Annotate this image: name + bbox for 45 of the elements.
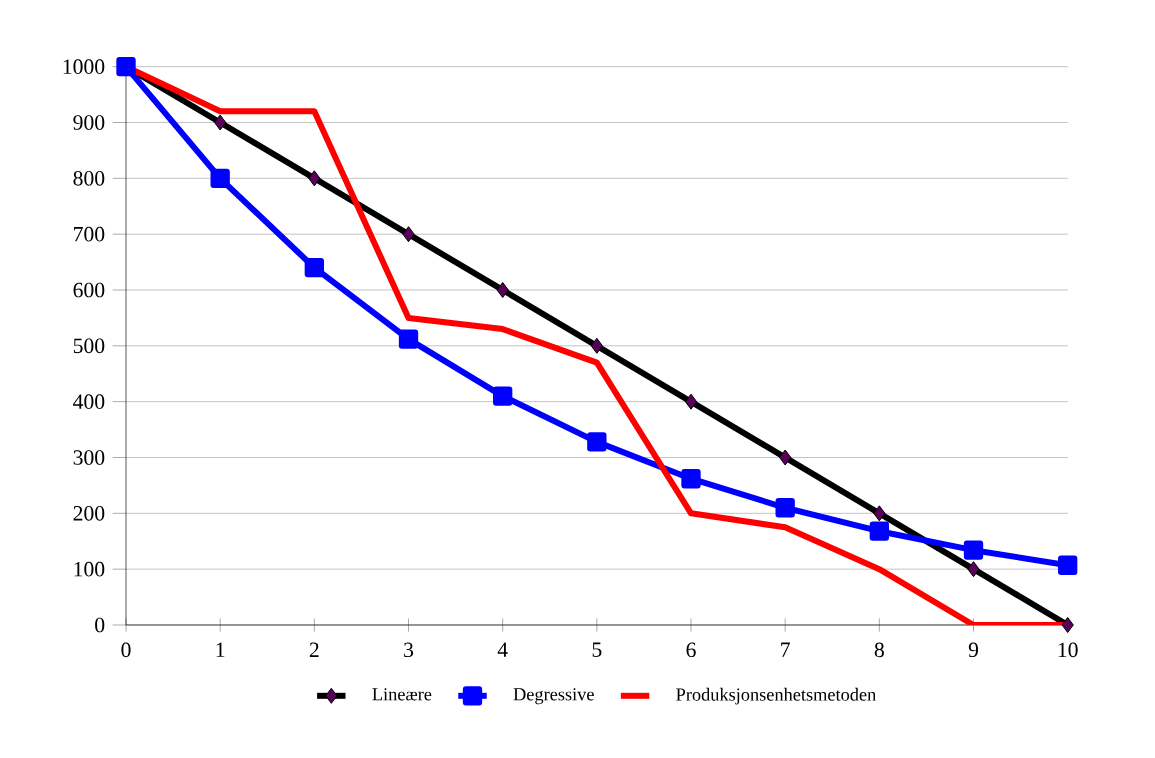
x-tick-label: 2 bbox=[309, 642, 319, 657]
y-tick-label: 0 bbox=[95, 617, 105, 633]
y-tick-label: 400 bbox=[73, 394, 105, 409]
y-tick-label: 900 bbox=[73, 115, 105, 130]
y-tick-label: 300 bbox=[73, 450, 105, 465]
point bbox=[1061, 616, 1074, 633]
point bbox=[967, 561, 980, 578]
point bbox=[308, 170, 321, 187]
point bbox=[496, 281, 509, 298]
point bbox=[210, 168, 230, 188]
x-tick-label: 6 bbox=[686, 642, 696, 657]
point bbox=[590, 337, 603, 354]
point bbox=[779, 449, 792, 466]
y-tick-label: 700 bbox=[74, 226, 105, 242]
y-tick-label: 200 bbox=[73, 505, 105, 521]
legend-label: Lineære bbox=[372, 687, 432, 701]
point bbox=[398, 329, 419, 349]
x-tick-label: 10 bbox=[1058, 642, 1078, 658]
y-tick-label: 500 bbox=[73, 338, 105, 353]
point bbox=[304, 257, 325, 278]
point bbox=[873, 505, 886, 522]
x-tick-label: 0 bbox=[121, 642, 131, 658]
point bbox=[214, 114, 227, 131]
point bbox=[869, 521, 890, 541]
point bbox=[1058, 555, 1078, 575]
point bbox=[963, 540, 984, 560]
legend-label: Degressive bbox=[513, 687, 594, 705]
x-tick-label: 5 bbox=[592, 642, 602, 657]
x-tick-label: 1 bbox=[216, 642, 225, 657]
y-tick-label: 1000 bbox=[63, 59, 105, 74]
y-tick-label: 100 bbox=[74, 561, 105, 577]
y-tick-label: 800 bbox=[73, 170, 105, 186]
point bbox=[681, 468, 701, 489]
x-tick-label: 9 bbox=[968, 642, 979, 657]
x-tick-label: 3 bbox=[404, 642, 414, 657]
point bbox=[493, 386, 513, 406]
x-tick-label: 7 bbox=[781, 642, 790, 657]
x-tick-label: 8 bbox=[874, 642, 884, 658]
point bbox=[684, 393, 698, 410]
point bbox=[775, 497, 795, 518]
legend-label: Produksjonsenhetsmetoden bbox=[676, 687, 876, 705]
point bbox=[587, 432, 607, 452]
y-tick-label: 600 bbox=[73, 282, 105, 298]
point bbox=[402, 226, 415, 243]
x-tick-label: 4 bbox=[497, 642, 508, 657]
